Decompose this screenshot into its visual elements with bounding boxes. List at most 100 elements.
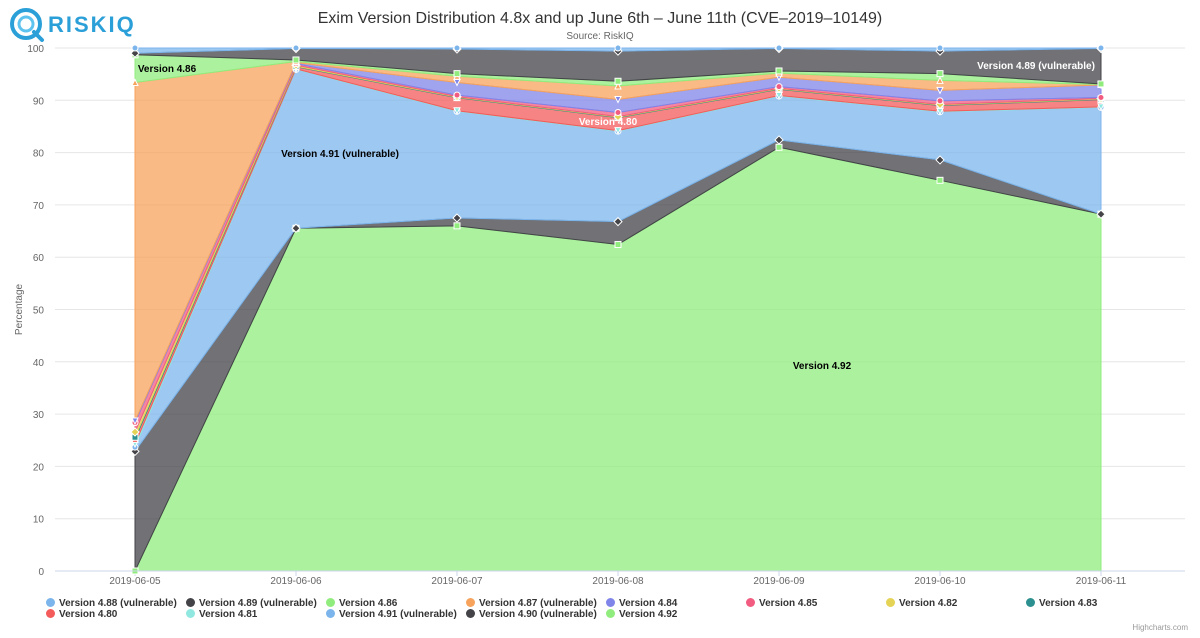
legend-item[interactable]: Version 4.83 <box>1026 598 1097 609</box>
point-version-4-92 <box>453 222 461 230</box>
legend-symbol-icon <box>606 598 615 607</box>
series-data-label: Version 4.80 <box>579 117 638 128</box>
y-tick-label: 70 <box>33 201 45 212</box>
legend-symbol-icon <box>186 598 195 607</box>
legend-symbol-icon <box>466 598 475 607</box>
point-version-4-90-vulnerable <box>774 135 784 145</box>
riskiq-logo: RISKIQ <box>10 8 136 42</box>
point-version-4-87-vulnerable <box>936 76 944 84</box>
point-version-4-84 <box>614 95 622 104</box>
point-version-4-86 <box>292 56 300 64</box>
point-version-4-88-vulnerable <box>131 44 139 52</box>
legend-label: Version 4.86 <box>339 598 398 609</box>
point-version-4-88-vulnerable <box>614 44 622 52</box>
y-axis-title: Percentage <box>14 283 25 335</box>
x-tick-label: 2019-06-06 <box>270 576 322 587</box>
legend-symbol-icon <box>326 609 335 618</box>
point-version-4-85 <box>614 108 622 116</box>
legend-label: Version 4.88 (vulnerable) <box>59 598 177 609</box>
legend-item[interactable]: Version 4.80 <box>46 609 117 620</box>
point-version-4-88-vulnerable <box>453 44 461 52</box>
x-tick-label: 2019-06-07 <box>431 576 483 587</box>
point-version-4-82 <box>130 427 140 437</box>
y-tick-label: 60 <box>33 253 45 264</box>
legend-item[interactable]: Version 4.86 <box>326 598 397 609</box>
legend-label: Version 4.92 <box>619 609 678 620</box>
point-version-4-81 <box>453 107 461 115</box>
legend-symbol-icon <box>466 609 475 618</box>
point-version-4-84 <box>936 86 944 95</box>
legend-symbol-icon <box>46 609 55 618</box>
point-version-4-81 <box>614 127 622 135</box>
point-version-4-85 <box>1097 93 1105 101</box>
point-version-4-86 <box>453 70 461 78</box>
legend-symbol-icon <box>1026 598 1035 607</box>
legend-symbol-icon <box>606 609 615 618</box>
y-tick-label: 100 <box>27 44 44 55</box>
point-version-4-86 <box>775 67 783 75</box>
point-version-4-86 <box>936 70 944 78</box>
point-version-4-82 <box>613 111 623 122</box>
series-data-label: Version 4.91 (vulnerable) <box>281 149 399 160</box>
point-version-4-85 <box>936 97 944 105</box>
stacked-area-chart: 0 10 20 30 40 50 60 70 80 90 100 Percentage 2019-06-… <box>14 43 1185 587</box>
point-version-4-90-vulnerable <box>1096 209 1106 219</box>
legend-label: Version 4.81 <box>199 609 258 620</box>
y-tick-label: 0 <box>38 567 44 578</box>
legend-label: Version 4.80 <box>59 609 118 620</box>
point-version-4-92 <box>936 176 944 184</box>
chart-subtitle: Source: RiskIQ <box>566 31 634 42</box>
legend-item[interactable]: Version 4.85 <box>746 598 817 609</box>
point-version-4-81 <box>1097 103 1105 111</box>
series-data-label: Version 4.89 (vulnerable) <box>977 61 1095 72</box>
legend-item[interactable]: Version 4.82 <box>886 598 957 609</box>
legend-item[interactable]: Version 4.92 <box>606 609 677 620</box>
x-tick-label: 2019-06-05 <box>109 576 161 587</box>
x-tick-label: 2019-06-09 <box>753 576 805 587</box>
x-tick-label: 2019-06-11 <box>1076 576 1127 587</box>
point-version-4-90-vulnerable <box>291 223 301 233</box>
legend-symbol-icon <box>186 609 195 618</box>
point-version-4-89-vulnerable <box>130 48 140 58</box>
legend-label: Version 4.87 (vulnerable) <box>479 598 597 609</box>
series-data-label: Version 4.92 <box>793 361 852 372</box>
point-version-4-86 <box>614 77 622 85</box>
y-tick-label: 40 <box>33 358 45 369</box>
point-version-4-90-vulnerable <box>613 216 623 227</box>
point-version-4-87-vulnerable <box>614 81 622 90</box>
point-version-4-88-vulnerable <box>292 44 300 52</box>
legend-symbol-icon <box>46 598 55 607</box>
logo-wordmark: RISKIQ <box>48 12 136 37</box>
legend-label: Version 4.82 <box>899 598 958 609</box>
legend-item[interactable]: Version 4.84 <box>606 598 677 609</box>
point-version-4-90-vulnerable <box>935 155 945 165</box>
point-version-4-88-vulnerable <box>1097 44 1105 52</box>
y-tick-label: 30 <box>33 410 45 421</box>
y-tick-label: 20 <box>33 462 45 473</box>
point-version-4-90-vulnerable <box>452 213 462 223</box>
legend-symbol-icon <box>326 598 335 607</box>
x-tick-label: 2019-06-10 <box>914 576 966 587</box>
legend-label: Version 4.84 <box>619 598 678 609</box>
legend-item[interactable]: Version 4.91 (vulnerable) <box>326 609 457 620</box>
point-version-4-88-vulnerable <box>936 44 944 52</box>
point-version-4-85 <box>775 83 783 91</box>
point-version-4-88-vulnerable <box>775 44 783 52</box>
legend-label: Version 4.91 (vulnerable) <box>339 609 457 620</box>
legend-item[interactable]: Version 4.81 <box>186 609 257 620</box>
legend-label: Version 4.83 <box>1039 598 1098 609</box>
y-tick-label: 90 <box>33 96 45 107</box>
legend-item[interactable]: Version 4.87 (vulnerable) <box>466 598 597 609</box>
x-tick-label: 2019-06-08 <box>592 576 644 587</box>
chart-title: Exim Version Distribution 4.8x and up Ju… <box>317 10 883 27</box>
logo-ring-inner <box>17 15 35 33</box>
legend-item[interactable]: Version 4.90 (vulnerable) <box>466 609 597 620</box>
credits-link[interactable]: Highcharts.com <box>1132 623 1188 632</box>
series-data-label: Version 4.86 <box>138 64 197 75</box>
legend-item[interactable]: Version 4.89 (vulnerable) <box>186 598 317 609</box>
logo-ring <box>10 8 42 40</box>
y-tick-label: 80 <box>33 149 45 160</box>
point-version-4-92 <box>775 143 783 151</box>
legend-item[interactable]: Version 4.88 (vulnerable) <box>46 598 177 609</box>
legend-label: Version 4.85 <box>759 598 818 609</box>
